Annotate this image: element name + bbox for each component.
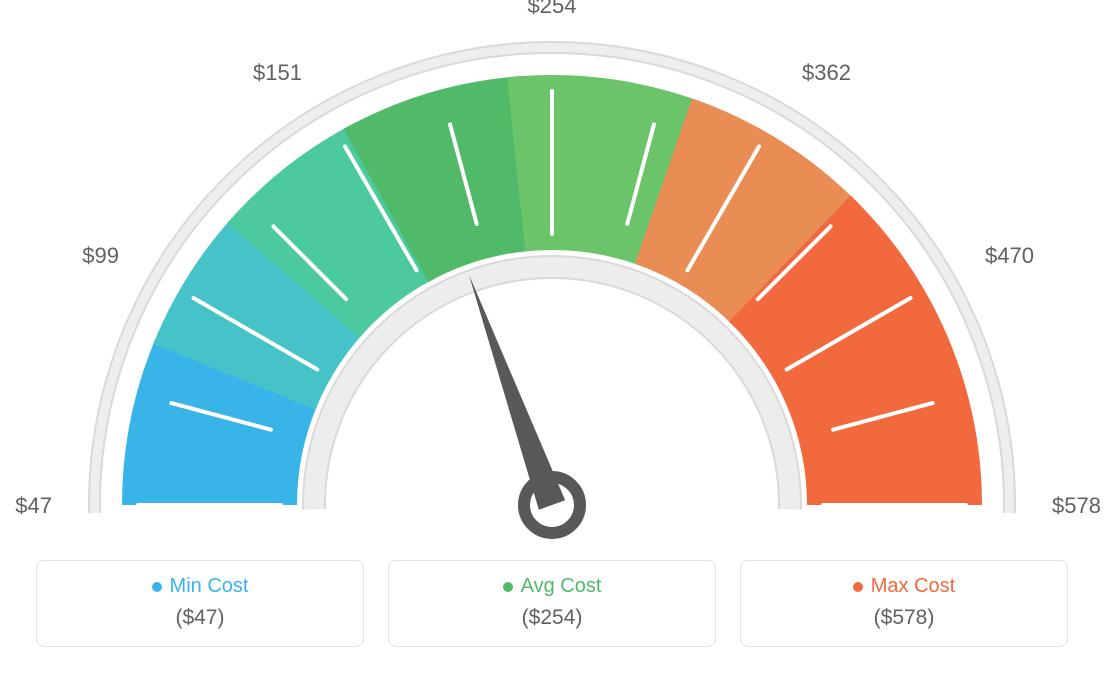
cost-gauge: $47 $99 $151 $254 $362 $470 $578 <box>0 0 1104 560</box>
legend-value-max: ($578) <box>759 606 1049 630</box>
gauge-svg: $47 $99 $151 $254 $362 $470 $578 <box>0 0 1104 560</box>
legend-value-min: ($47) <box>55 606 345 630</box>
legend-dot-avg <box>503 582 513 592</box>
gauge-tick-label: $470 <box>985 243 1034 268</box>
legend-row: Min Cost ($47) Avg Cost ($254) Max Cost … <box>0 560 1104 647</box>
legend-value-avg: ($254) <box>407 606 697 630</box>
legend-title-max: Max Cost <box>871 575 955 598</box>
gauge-tick-label: $578 <box>1052 493 1101 518</box>
legend-dot-min <box>152 582 162 592</box>
legend-card-min: Min Cost ($47) <box>36 560 364 647</box>
gauge-tick-label: $362 <box>802 60 851 85</box>
legend-dot-max <box>853 582 863 592</box>
gauge-tick-label: $151 <box>253 60 302 85</box>
legend-card-max: Max Cost ($578) <box>740 560 1068 647</box>
gauge-tick-label: $254 <box>528 0 577 18</box>
legend-title-min: Min Cost <box>170 575 249 598</box>
legend-card-avg: Avg Cost ($254) <box>388 560 716 647</box>
gauge-tick-label: $99 <box>82 243 119 268</box>
gauge-tick-label: $47 <box>15 493 52 518</box>
legend-title-avg: Avg Cost <box>521 575 602 598</box>
